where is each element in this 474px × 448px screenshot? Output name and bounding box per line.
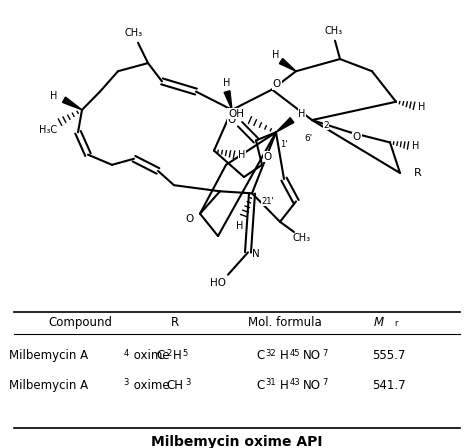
Text: r: r (394, 319, 398, 328)
Text: O: O (186, 214, 194, 224)
Text: C: C (256, 349, 264, 362)
Text: H: H (280, 349, 288, 362)
Text: HO: HO (210, 278, 226, 288)
Text: H: H (412, 141, 419, 151)
Text: O: O (353, 132, 361, 142)
Text: O: O (228, 115, 236, 125)
Polygon shape (276, 118, 294, 132)
Text: Mol. formula: Mol. formula (247, 316, 321, 329)
Text: 555.7: 555.7 (372, 349, 405, 362)
Polygon shape (63, 97, 82, 110)
Text: 43: 43 (289, 379, 300, 388)
Polygon shape (279, 59, 296, 71)
Text: NO: NO (303, 349, 321, 362)
Text: C: C (156, 349, 164, 362)
Text: 3: 3 (123, 379, 128, 388)
Text: 2: 2 (323, 121, 329, 129)
Text: 1': 1' (280, 140, 288, 149)
Text: H₃C: H₃C (39, 125, 57, 135)
Text: 5: 5 (182, 349, 188, 358)
Text: H: H (280, 379, 288, 392)
Text: oxime: oxime (130, 379, 170, 392)
Text: 21': 21' (262, 197, 274, 206)
Text: O: O (273, 79, 281, 90)
Text: Milbemycin oxime API: Milbemycin oxime API (151, 435, 323, 448)
Text: R: R (171, 316, 180, 329)
Text: H: H (272, 50, 280, 60)
Text: 32: 32 (265, 349, 276, 358)
Text: H: H (419, 102, 426, 112)
Text: CH₃: CH₃ (293, 233, 311, 243)
Text: 45: 45 (289, 349, 300, 358)
Text: H: H (238, 150, 246, 159)
Text: Milbemycin A: Milbemycin A (9, 349, 89, 362)
Text: O: O (264, 152, 272, 162)
Text: 3: 3 (185, 379, 190, 388)
Text: N: N (252, 250, 260, 259)
Text: OH: OH (228, 109, 244, 119)
Text: 31: 31 (265, 379, 276, 388)
Text: 541.7: 541.7 (372, 379, 405, 392)
Text: oxime: oxime (130, 349, 170, 362)
Text: H: H (50, 90, 58, 101)
Text: C: C (256, 379, 264, 392)
Text: 2: 2 (166, 349, 171, 358)
Text: 7: 7 (322, 349, 328, 358)
Text: $\mathit{M}$: $\mathit{M}$ (374, 316, 385, 329)
Text: H: H (173, 349, 182, 362)
Text: 4: 4 (123, 349, 128, 358)
Text: CH₃: CH₃ (325, 26, 343, 35)
Text: Milbemycin A: Milbemycin A (9, 379, 89, 392)
Text: 6': 6' (305, 134, 313, 143)
Text: CH₃: CH₃ (125, 28, 143, 38)
Polygon shape (224, 91, 232, 110)
Text: 7: 7 (322, 379, 328, 388)
Text: R: R (414, 168, 422, 178)
Text: H: H (237, 221, 244, 231)
Text: H: H (298, 109, 306, 119)
Text: H: H (223, 78, 231, 88)
Text: Compound: Compound (48, 316, 113, 329)
Text: NO: NO (303, 379, 321, 392)
Text: CH: CH (166, 379, 183, 392)
